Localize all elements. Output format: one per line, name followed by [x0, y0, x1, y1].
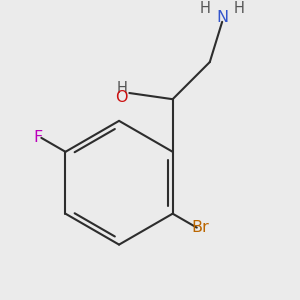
Text: F: F: [34, 130, 43, 146]
Text: O: O: [115, 90, 128, 105]
Text: H: H: [117, 81, 128, 96]
Text: Br: Br: [191, 220, 209, 235]
Text: H: H: [234, 1, 244, 16]
Text: N: N: [216, 10, 228, 25]
Text: H: H: [200, 1, 211, 16]
